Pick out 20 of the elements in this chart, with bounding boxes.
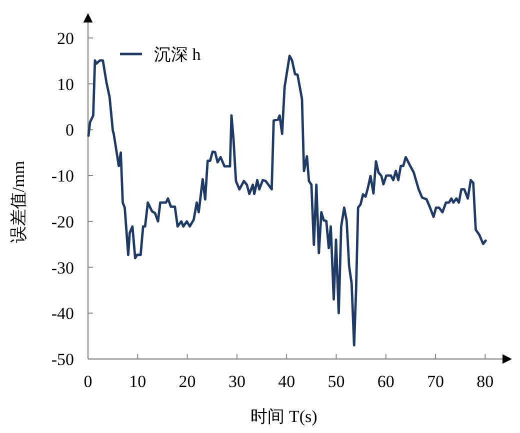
x-tick-label: 60	[377, 372, 394, 391]
x-tick-label: 30	[228, 372, 246, 391]
x-tick-label: 0	[84, 372, 92, 391]
y-tick-label: -30	[51, 258, 74, 278]
x-tick-label: 50	[328, 372, 345, 391]
x-tick-label: 10	[129, 372, 146, 391]
x-tick-label: 40	[278, 372, 296, 391]
legend-label: 沉深 h	[154, 45, 202, 64]
x-axis-title: 时间 T(s)	[250, 407, 318, 426]
y-tick-label: 10	[57, 74, 74, 94]
y-tick-label: -20	[51, 212, 74, 232]
y-tick-label: 20	[57, 28, 74, 48]
y-axis-title: 误差值/mm	[9, 160, 28, 244]
x-tick-label: 80	[476, 372, 494, 391]
y-tick-label: -50	[51, 350, 74, 369]
y-tick-label: 0	[66, 120, 74, 140]
y-tick-label: -40	[51, 304, 74, 324]
x-tick-label: 70	[427, 372, 444, 391]
x-tick-label: 20	[178, 372, 196, 391]
y-tick-label: -10	[51, 166, 74, 186]
